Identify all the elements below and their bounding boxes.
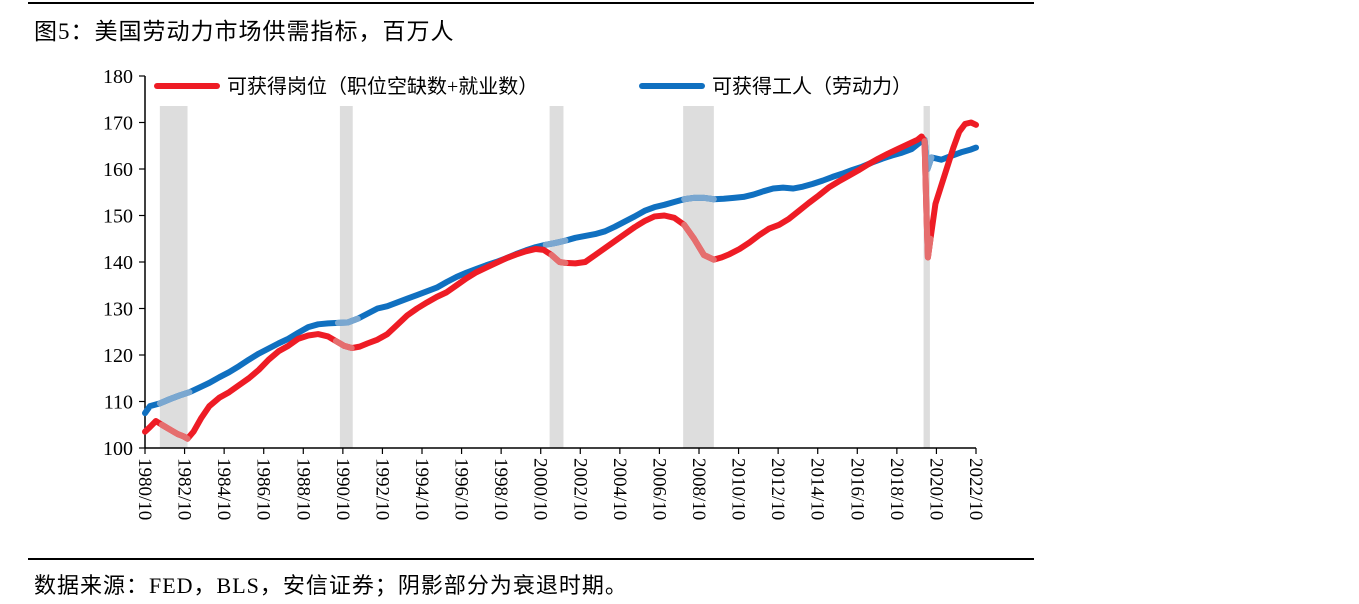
- legend-label-2: 可获得工人（劳动力）: [712, 75, 912, 98]
- recession-band-5: [923, 106, 930, 448]
- series-1-line: [142, 119, 979, 442]
- x-tick-label-1992/10: 1992/10: [371, 458, 392, 520]
- axes: 100 110 120 130 140 150 160 170 180 1980/10 1982/1…: [103, 66, 986, 520]
- x-tick-label-1986/10: 1986/10: [253, 458, 274, 520]
- recession-band-1: [159, 106, 188, 448]
- figure-title: 图5：美国劳动力市场供需指标，百万人: [34, 19, 455, 44]
- series-2-recession-segment: [176, 389, 193, 399]
- y-tick-label-110: 110: [104, 392, 133, 414]
- x-tick-label-1982/10: 1982/10: [174, 458, 195, 520]
- x-tick-label-1980/10: 1980/10: [134, 458, 155, 520]
- x-tick-label-1998/10: 1998/10: [490, 458, 511, 520]
- recession-shading: [159, 106, 930, 448]
- y-tick-label-160: 160: [103, 159, 133, 181]
- x-tick-label-2010/10: 2010/10: [728, 458, 749, 520]
- x-tick-label-2000/10: 2000/10: [530, 458, 551, 520]
- legend-label-1: 可获得岗位（职位空缺数+就业数）: [227, 75, 538, 98]
- y-tick-label-120: 120: [103, 345, 133, 367]
- series-1-recession-segment: [180, 433, 191, 442]
- x-tick-label-1990/10: 1990/10: [332, 458, 353, 520]
- x-tick-label-2014/10: 2014/10: [807, 458, 828, 520]
- x-tick-label-1994/10: 1994/10: [411, 458, 432, 520]
- series-2-recession-segment: [700, 194, 717, 203]
- x-tick-label-2002/10: 2002/10: [569, 458, 590, 520]
- series-2-recession-segment: [552, 237, 569, 246]
- y-tick-label-140: 140: [103, 252, 133, 274]
- x-tick-label-2016/10: 2016/10: [846, 458, 867, 520]
- y-tick-label-170: 170: [103, 113, 133, 135]
- plot-lines: [142, 119, 979, 442]
- recession-band-4: [683, 106, 714, 448]
- series-1-recession-segment: [924, 235, 934, 261]
- series-1-recession-segment: [921, 138, 930, 219]
- series-1-recession-segment: [691, 235, 707, 259]
- bottom-rule: [28, 558, 1034, 560]
- x-tick-label-2004/10: 2004/10: [609, 458, 630, 520]
- x-tick-label-1984/10: 1984/10: [213, 458, 234, 520]
- series-1-recession-segment: [340, 342, 355, 352]
- legend: 可获得岗位（职位空缺数+就业数） 可获得工人（劳动力）: [154, 75, 912, 98]
- recession-band-2: [339, 106, 353, 448]
- series-1-recession-segment: [700, 252, 717, 263]
- series-2-recession-segment: [344, 315, 361, 326]
- x-tick-label-1996/10: 1996/10: [451, 458, 472, 520]
- y-tick-label-150: 150: [103, 206, 133, 228]
- y-tick-label-130: 130: [103, 299, 133, 321]
- top-rule: [28, 2, 1034, 4]
- y-tick-label-100: 100: [103, 438, 133, 460]
- x-tick-label-2006/10: 2006/10: [648, 458, 669, 520]
- x-tick-label-2012/10: 2012/10: [767, 458, 788, 520]
- series-1-recession-segment: [556, 259, 569, 266]
- y-tick-label-180: 180: [103, 66, 133, 88]
- x-tick-label-2008/10: 2008/10: [688, 458, 709, 520]
- x-tick-label-2022/10: 2022/10: [965, 458, 986, 520]
- x-tick-label-1988/10: 1988/10: [292, 458, 313, 520]
- recession-band-3: [549, 106, 564, 448]
- source-note: 数据来源：FED，BLS，安信证券；阴影部分为衰退时期。: [34, 573, 628, 598]
- x-tick-label-2020/10: 2020/10: [925, 458, 946, 520]
- x-tick-label-2018/10: 2018/10: [886, 458, 907, 520]
